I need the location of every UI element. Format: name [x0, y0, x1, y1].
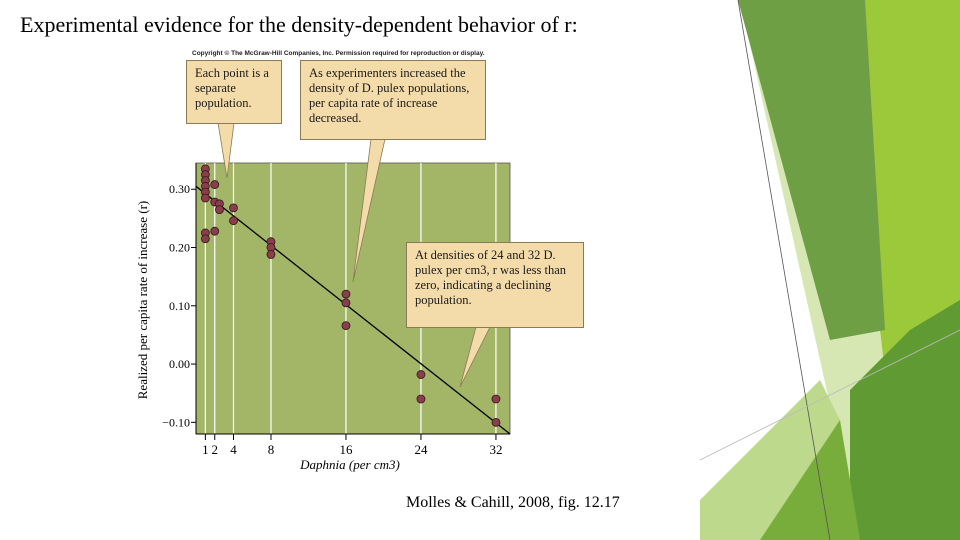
x-tick-label: 8 [268, 442, 275, 457]
callout-density-trend: As experimenters increased the density o… [300, 60, 486, 140]
y-ticks: 0.30 0.20 0.10 0.00 −0.10 [162, 182, 196, 429]
data-point [210, 180, 220, 189]
y-tick-label: 0.30 [169, 182, 190, 196]
data-point [210, 226, 220, 236]
data-point [200, 234, 210, 244]
data-point [341, 321, 351, 331]
x-tick-label: 4 [230, 442, 237, 457]
citation: Molles & Cahill, 2008, fig. 12.17 [406, 494, 620, 511]
x-tick-label: 1 [202, 442, 209, 457]
green-shape-6 [700, 380, 840, 540]
x-tick-label: 32 [489, 442, 502, 457]
y-tick-label: −0.10 [162, 415, 190, 429]
y-tick-label: 0.20 [169, 241, 190, 255]
decorative-line-1 [737, 0, 831, 540]
data-point [491, 417, 501, 427]
x-tick-label: 2 [211, 442, 218, 457]
data-point [200, 193, 210, 203]
x-tick-label: 24 [414, 442, 428, 457]
callout-negative-r: At densities of 24 and 32 D. pulex per c… [406, 242, 584, 328]
x-axis-label: Daphnia (per cm3) [299, 457, 400, 472]
x-tick-label: 16 [339, 442, 353, 457]
copyright-notice: Copyright © The McGraw-Hill Companies, I… [192, 50, 485, 57]
data-point [215, 205, 224, 215]
data-point [416, 370, 426, 379]
x-ticks: 1 2 4 8 16 24 32 [202, 434, 502, 457]
data-point [491, 394, 501, 404]
data-point [341, 298, 351, 308]
regression-line [195, 185, 511, 435]
data-points [200, 164, 501, 427]
data-point [229, 216, 238, 226]
data-point [229, 203, 238, 213]
callout-each-point: Each point is a separate population. [186, 60, 282, 124]
y-tick-label: 0.10 [169, 299, 190, 313]
decorative-line-2 [699, 329, 960, 461]
data-point [341, 289, 351, 299]
green-shape-3 [738, 0, 885, 340]
data-point [416, 394, 426, 404]
y-axis-label: Realized per capita rate of increase (r) [135, 201, 150, 400]
slide-title: Experimental evidence for the density-de… [20, 12, 578, 37]
y-tick-label: 0.00 [169, 357, 190, 371]
green-shape-4 [850, 300, 960, 540]
data-point [266, 250, 276, 259]
